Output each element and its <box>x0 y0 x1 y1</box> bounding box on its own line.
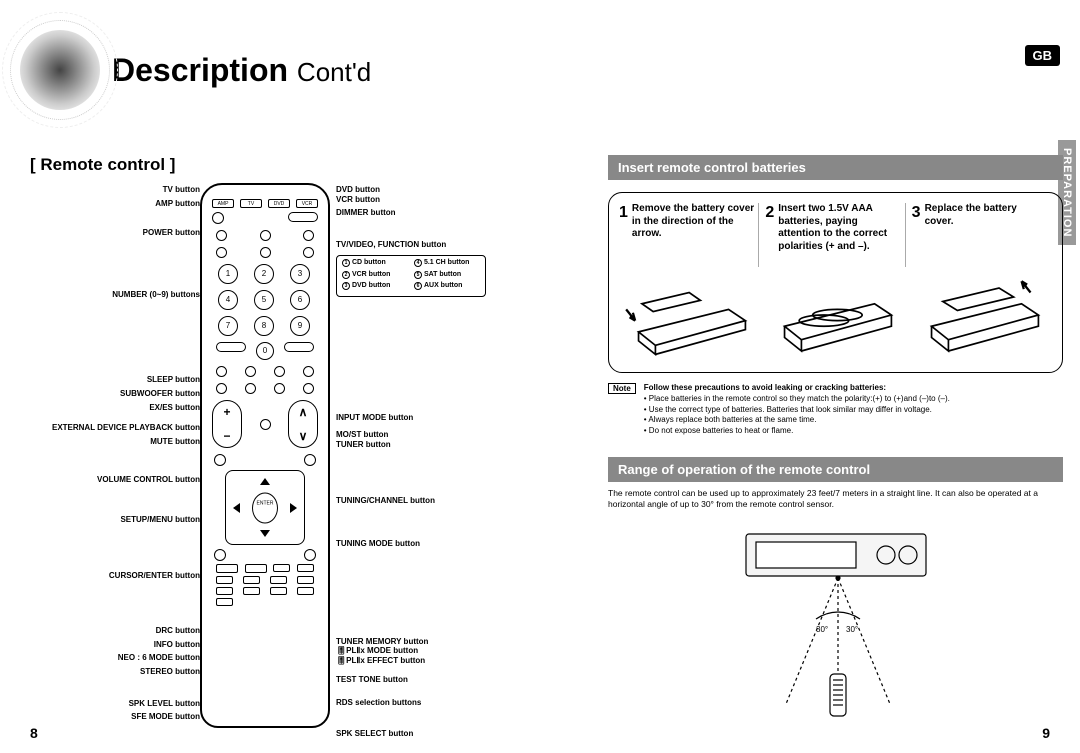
step-2-text: Insert two 1.5V AAA batteries, paying at… <box>778 203 900 267</box>
right-label: VCR button <box>336 195 506 205</box>
page-number-left: 8 <box>30 725 38 741</box>
note-block: Note Follow these precautions to avoid l… <box>608 383 1063 437</box>
right-label: DIMMER button <box>336 208 506 218</box>
number-button: 4 <box>218 290 238 310</box>
number-button: 9 <box>290 316 310 336</box>
step-1-text: Remove the battery cover in the directio… <box>632 203 754 267</box>
page-title-row: Description Cont'd <box>20 30 371 110</box>
svg-text:30°: 30° <box>816 625 828 634</box>
sleep-button <box>216 342 246 352</box>
title-main: Description <box>112 52 288 88</box>
note-bullet: • Do not expose batteries to heat or fla… <box>644 426 950 437</box>
right-label: INPUT MODE button <box>336 413 506 423</box>
number-button: 2 <box>254 264 274 284</box>
tvvideo-button <box>288 212 318 222</box>
left-label: POWER button <box>30 228 200 238</box>
left-label: DRC button <box>30 626 200 636</box>
speaker-icon <box>20 30 100 110</box>
battery-steps-box: 1Remove the battery cover in the directi… <box>608 192 1063 373</box>
power-button <box>212 212 224 224</box>
right-label: MO/ST button <box>336 430 506 440</box>
step-3-diagram <box>912 267 1052 362</box>
step-2-num: 2 <box>765 203 774 267</box>
insert-batteries-header: Insert remote control batteries <box>608 155 1063 180</box>
remote-body: AMP TV DVD VCR 123 456 789 0 + <box>200 183 330 728</box>
input-mode-button <box>284 342 314 352</box>
page-title: Description Cont'd <box>112 52 371 89</box>
step-2-diagram <box>765 267 905 362</box>
tuning-rocker: ∧∨ <box>288 400 318 448</box>
range-header: Range of operation of the remote control <box>608 457 1063 482</box>
right-label: TEST TONE button <box>336 675 506 685</box>
vol-minus: − <box>223 429 230 443</box>
function-callout-box: 1 CD button4 5.1 CH button2 VCR button5 … <box>336 255 486 296</box>
right-label: TV/VIDEO, FUNCTION button <box>336 240 506 250</box>
left-label: EXTERNAL DEVICE PLAYBACK button <box>30 423 200 433</box>
note-bullet: • Always replace both batteries at the s… <box>644 415 950 426</box>
remote-control-section: [ Remote control ] TV button AMP button PO… <box>30 155 560 743</box>
mute-button <box>260 419 271 430</box>
left-label: AMP button <box>30 199 200 209</box>
number-button: 8 <box>254 316 274 336</box>
number-button: 7 <box>218 316 238 336</box>
volume-rocker: + − <box>212 400 242 448</box>
svg-text:30°: 30° <box>846 625 858 634</box>
right-column: Insert remote control batteries 1Remove … <box>608 155 1063 729</box>
number-button: 5 <box>254 290 274 310</box>
right-label: TUNER button <box>336 440 506 450</box>
left-label: TV button <box>30 185 200 195</box>
note-label: Note <box>608 383 636 394</box>
left-label: SUBWOOFER button <box>30 389 200 399</box>
left-label: SFE MODE button <box>30 712 200 722</box>
vol-plus: + <box>223 405 230 419</box>
note-bullet: • Place batteries in the remote control … <box>644 394 950 405</box>
left-label-column: TV button AMP button POWER button NUMBER (0… <box>30 183 200 726</box>
number-button: 3 <box>290 264 310 284</box>
right-label: TUNING/CHANNEL button <box>336 496 506 506</box>
left-label: NUMBER (0~9) buttons <box>30 290 200 300</box>
left-label: INFO button <box>30 640 200 650</box>
step-1-num: 1 <box>619 203 628 267</box>
left-label: SETUP/MENU button <box>30 515 200 525</box>
number-button: 1 <box>218 264 238 284</box>
cursor-dpad <box>225 470 305 545</box>
page-number-right: 9 <box>1042 725 1050 741</box>
mode-button: VCR <box>296 199 318 208</box>
right-label: TUNER MEMORY button <box>336 637 506 647</box>
left-label: SLEEP button <box>30 375 200 385</box>
right-label: TUNING MODE button <box>336 539 506 549</box>
left-label: EX/ES button <box>30 403 200 413</box>
right-label-column: DVD buttonVCR button DIMMER button TV/VIDE… <box>336 183 506 743</box>
note-lead: Follow these precautions to avoid leakin… <box>644 383 950 394</box>
number-button: 6 <box>290 290 310 310</box>
range-diagram: 30° 30° <box>608 524 1063 729</box>
mode-button: DVD <box>268 199 290 208</box>
number-0-button: 0 <box>256 342 274 360</box>
left-label: NEO : 6 MODE button <box>30 653 200 663</box>
right-label: 🎚PLⅡx MODE button <box>336 646 506 656</box>
right-label: SPK SELECT button <box>336 729 506 739</box>
left-label: STEREO button <box>30 667 200 677</box>
left-label: MUTE button <box>30 437 200 447</box>
right-label: 🎚PLⅡx EFFECT button <box>336 656 506 666</box>
left-label: SPK LEVEL button <box>30 699 200 709</box>
right-label: RDS selection buttons <box>336 698 506 708</box>
language-badge: GB <box>1025 45 1061 66</box>
range-description: The remote control can be used up to app… <box>608 488 1063 510</box>
right-label: DVD button <box>336 185 506 195</box>
title-contd: Cont'd <box>297 57 371 87</box>
left-label: VOLUME CONTROL button <box>30 475 200 485</box>
step-1-diagram <box>619 267 759 362</box>
mode-button: TV <box>240 199 262 208</box>
note-bullet: • Use the correct type of batteries. Bat… <box>644 405 950 416</box>
step-3-text: Replace the battery cover. <box>925 203 1048 267</box>
mode-button: AMP <box>212 199 234 208</box>
remote-section-title: [ Remote control ] <box>30 155 560 175</box>
step-3-num: 3 <box>912 203 921 267</box>
left-label: CURSOR/ENTER button <box>30 571 200 581</box>
